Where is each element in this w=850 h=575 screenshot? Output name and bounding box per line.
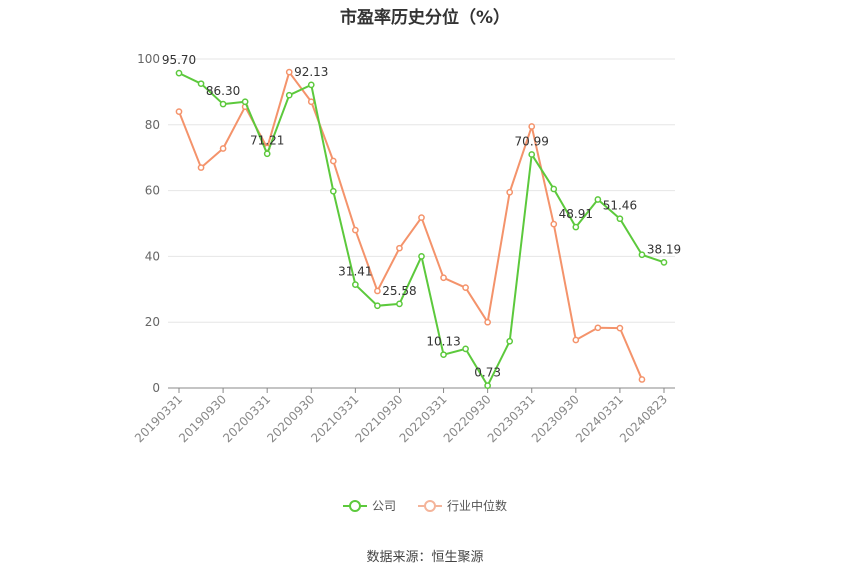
data-point-industry-median[interactable] — [616, 324, 624, 332]
data-point-industry-median[interactable] — [285, 68, 293, 76]
data-point-company[interactable] — [638, 251, 646, 259]
data-point-company[interactable] — [418, 253, 425, 260]
legend-label-company: 公司 — [371, 499, 396, 513]
data-point-company[interactable] — [263, 150, 271, 158]
data-point-company[interactable] — [396, 300, 403, 308]
legend-item-industry-median[interactable]: 行业中位数 — [418, 497, 507, 514]
data-point-industry-median[interactable] — [440, 274, 447, 282]
y-tick-label: 20 — [145, 315, 160, 329]
data-point-company[interactable] — [175, 69, 183, 77]
chart-title: 市盈率历史分位（%） — [339, 8, 511, 28]
data-point-company[interactable] — [528, 151, 536, 158]
data-point-industry-median[interactable] — [462, 284, 469, 292]
data-label: 70.99 — [515, 134, 549, 148]
data-point-company[interactable] — [440, 351, 447, 359]
data-point-company[interactable] — [660, 259, 668, 266]
data-label: 38.19 — [647, 242, 681, 256]
data-point-industry-median[interactable] — [484, 318, 491, 326]
data-point-industry-median[interactable] — [329, 157, 337, 165]
y-tick-label: 100 — [137, 52, 160, 66]
data-point-company[interactable] — [594, 196, 602, 203]
data-label: 25.58 — [382, 284, 416, 298]
data-point-company[interactable] — [484, 382, 491, 389]
data-point-company[interactable] — [616, 215, 624, 223]
y-tick-label: 80 — [145, 118, 160, 132]
data-label: 71.21 — [250, 134, 284, 148]
data-point-company[interactable] — [329, 187, 337, 195]
data-point-company[interactable] — [572, 223, 580, 231]
data-point-industry-median[interactable] — [506, 188, 514, 196]
data-point-company[interactable] — [307, 81, 315, 89]
data-point-industry-median[interactable] — [197, 164, 205, 171]
data-point-industry-median[interactable] — [594, 324, 602, 332]
data-point-industry-median[interactable] — [175, 108, 183, 115]
data-point-industry-median[interactable] — [418, 214, 425, 221]
series-line-industry-median — [178, 71, 643, 380]
legend-swatch-company — [342, 499, 367, 513]
data-point-industry-median[interactable] — [352, 226, 359, 234]
data-label: 51.46 — [603, 199, 637, 213]
legend: 公司 行业中位数 — [0, 497, 850, 514]
x-tick-label: 20240823 — [617, 392, 670, 445]
y-tick-label: 0 — [152, 381, 160, 395]
data-point-industry-median[interactable] — [396, 244, 403, 252]
data-point-industry-median[interactable] — [572, 336, 580, 344]
data-point-company[interactable] — [241, 98, 249, 106]
data-point-company[interactable] — [550, 185, 558, 193]
data-point-industry-median[interactable] — [307, 98, 315, 106]
data-label: 86.30 — [206, 84, 240, 98]
data-label: 31.41 — [338, 265, 372, 279]
data-point-company[interactable] — [462, 345, 469, 353]
data-source: 数据来源：恒生聚源 — [366, 550, 484, 565]
data-label: 48.91 — [559, 207, 593, 221]
data-point-company[interactable] — [374, 302, 381, 310]
legend-label-industry-median: 行业中位数 — [447, 499, 508, 513]
legend-item-company[interactable]: 公司 — [342, 497, 396, 514]
data-point-company[interactable] — [219, 100, 227, 108]
data-point-industry-median[interactable] — [528, 123, 536, 130]
data-point-industry-median[interactable] — [638, 376, 646, 383]
data-label: 10.13 — [426, 335, 460, 349]
y-tick-label: 60 — [145, 184, 160, 198]
y-tick-label: 40 — [145, 249, 160, 263]
data-point-industry-median[interactable] — [219, 145, 227, 152]
legend-swatch-industry-median — [418, 499, 442, 513]
data-point-company[interactable] — [506, 337, 514, 345]
data-point-industry-median[interactable] — [550, 220, 558, 228]
data-label: 92.13 — [294, 65, 328, 79]
data-point-company[interactable] — [197, 80, 205, 88]
data-point-company[interactable] — [352, 281, 359, 289]
data-point-industry-median[interactable] — [374, 287, 381, 295]
data-label: 0.73 — [474, 366, 501, 380]
data-label: 95.70 — [162, 53, 196, 67]
data-point-company[interactable] — [285, 91, 293, 99]
